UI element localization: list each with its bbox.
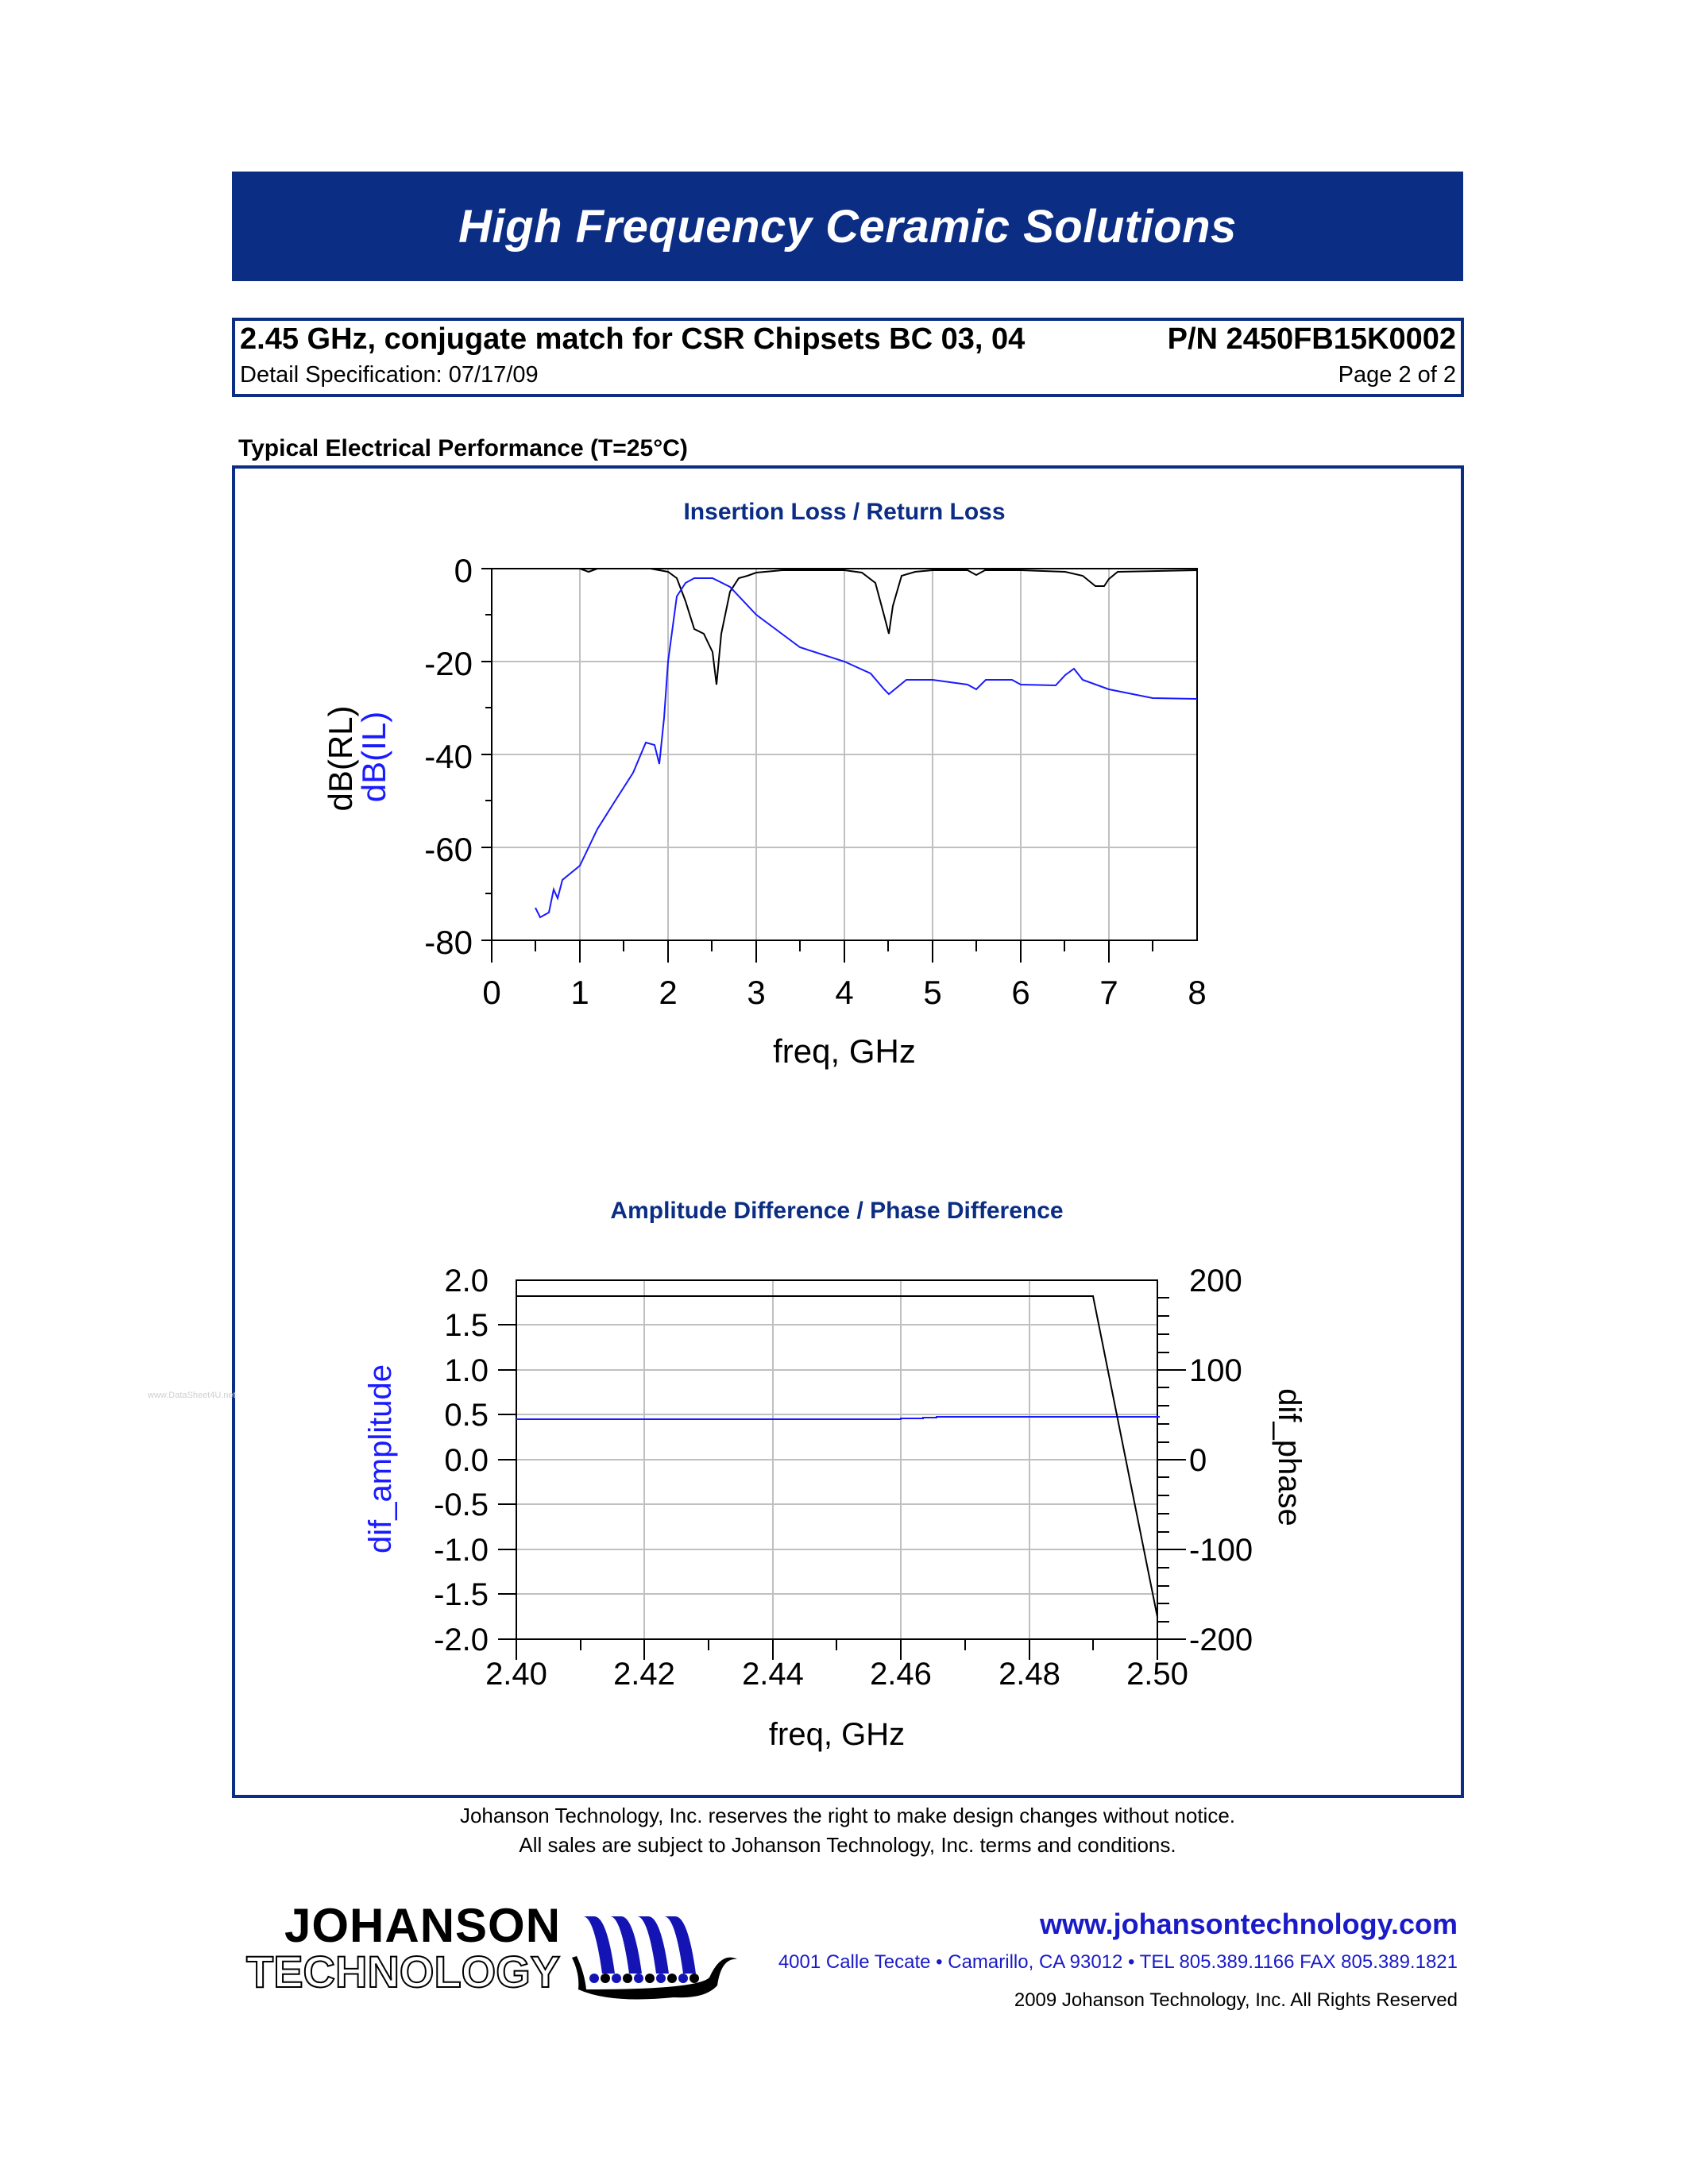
chart2-xtick-0: 2.40: [485, 1657, 547, 1692]
chart2-ytick-left-7: -1.5: [434, 1577, 489, 1612]
company-logo: JOHANSON TECHNOLOGY: [238, 1902, 739, 2013]
chart1-xtick-5: 5: [923, 974, 942, 1011]
detail-specification: Detail Specification: 07/17/09: [240, 362, 539, 388]
chart2-left-yticks: [498, 1324, 516, 1640]
chart2-ytick-left-2: 1.0: [444, 1353, 489, 1388]
chart1-xtick-6: 6: [1011, 974, 1030, 1011]
charts-frame: [232, 465, 1464, 1798]
chart1-xtick-1: 1: [570, 974, 589, 1011]
copyright: 2009 Johanson Technology, Inc. All Right…: [1014, 1989, 1458, 2011]
chart1-xtick-0: 0: [482, 974, 501, 1011]
disclaimer-line-2: All sales are subject to Johanson Techno…: [519, 1833, 1176, 1857]
chart2-xlabel: freq, GHz: [768, 1717, 906, 1752]
chart2-xtick-4: 2.48: [999, 1657, 1060, 1692]
website-link[interactable]: www.johansontechnology.com: [1039, 1908, 1458, 1940]
chart1-ytick-4: -80: [424, 924, 473, 961]
chart1-xlabel: freq, GHz: [773, 1032, 916, 1070]
part-number: P/N 2450FB15K0002: [1167, 322, 1456, 356]
chart2-plot: [498, 1279, 1186, 1660]
chart1-xtick-3: 3: [747, 974, 766, 1011]
rl-curve: [492, 568, 1198, 685]
chart1-xtick-4: 4: [835, 974, 854, 1011]
company-address: 4001 Calle Tecate • Camarillo, CA 93012 …: [778, 1951, 1458, 1973]
banner-title: High Frequency Ceramic Solutions: [458, 200, 1237, 253]
chart1-yticks: [481, 568, 492, 941]
chart2-ytick-left-0: 2.0: [444, 1264, 489, 1298]
chart2-xtick-3: 2.46: [870, 1657, 932, 1692]
chart1-xticks: [491, 940, 1153, 963]
chart2-ylabel-left: dif_amplitude: [363, 1364, 398, 1553]
chart2-ytick-right-1: 100: [1189, 1353, 1242, 1388]
il-curve: [535, 577, 1198, 919]
chart2-ytick-right-2: 0: [1189, 1443, 1207, 1478]
chart2-ytick-left-8: -2.0: [434, 1623, 489, 1657]
chart1-xtick-7: 7: [1099, 974, 1118, 1011]
chart1-xtick-2: 2: [659, 974, 678, 1011]
logo-text-johanson: JOHANSON: [284, 1899, 562, 1952]
chart2-ytick-left-3: 0.5: [444, 1398, 489, 1433]
chart2-ytick-left-1: 1.5: [444, 1308, 489, 1343]
chart2-gridlines: [516, 1280, 1157, 1639]
chart1-ytick-1: -20: [424, 645, 473, 682]
header-banner: High Frequency Ceramic Solutions: [232, 172, 1463, 281]
chart1-ytick-3: -60: [424, 831, 473, 868]
chart1-title: Insertion Loss / Return Loss: [683, 499, 1006, 525]
chart2-xtick-1: 2.42: [613, 1657, 675, 1692]
chart2-title: Amplitude Difference / Phase Difference: [610, 1198, 1064, 1224]
chart2-ylabel-right: dif_phase: [1272, 1388, 1307, 1526]
chart1-ytick-2: -40: [424, 738, 473, 775]
disclaimer-line-1: Johanson Technology, Inc. reserves the r…: [459, 1804, 1236, 1827]
chart2-xtick-2: 2.44: [742, 1657, 804, 1692]
logo-text-technology: TECHNOLOGY: [245, 1947, 561, 1997]
chart2-ytick-right-4: -200: [1189, 1623, 1253, 1657]
chart1-xtick-8: 8: [1188, 974, 1207, 1011]
chart1-ylabel-il: dB(IL): [355, 711, 392, 803]
chart1-ytick-0: 0: [454, 552, 473, 589]
chart2-ytick-left-6: -1.0: [434, 1533, 489, 1568]
chart2-xticks: [516, 1639, 1158, 1660]
dif-phase-curve: [516, 1295, 1158, 1618]
chart2-ytick-right-0: 200: [1189, 1264, 1242, 1298]
page-indicator: Page 2 of 2: [1338, 362, 1456, 388]
chart2-ytick-left-4: 0.0: [444, 1443, 489, 1478]
watermark: www.DataSheet4U.net: [148, 1391, 236, 1400]
chart2-ytick-left-5: -0.5: [434, 1488, 489, 1522]
spec-title: 2.45 GHz, conjugate match for CSR Chipse…: [240, 322, 1026, 356]
chart2-right-yticks: [1157, 1297, 1186, 1640]
dif-amplitude-curve: [516, 1416, 1160, 1420]
chart2-ytick-right-3: -100: [1189, 1533, 1253, 1568]
chart2-xtick-5: 2.50: [1126, 1657, 1188, 1692]
spec-header-box: 2.45 GHz, conjugate match for CSR Chipse…: [232, 318, 1464, 397]
performance-heading: Typical Electrical Performance (T=25°C): [238, 435, 688, 461]
chart1-gridlines: [492, 569, 1197, 940]
viking-ship-icon: [572, 1916, 737, 2000]
chart1-plot: [481, 568, 1198, 963]
footer-disclaimer: Johanson Technology, Inc. reserves the r…: [232, 1801, 1463, 1860]
